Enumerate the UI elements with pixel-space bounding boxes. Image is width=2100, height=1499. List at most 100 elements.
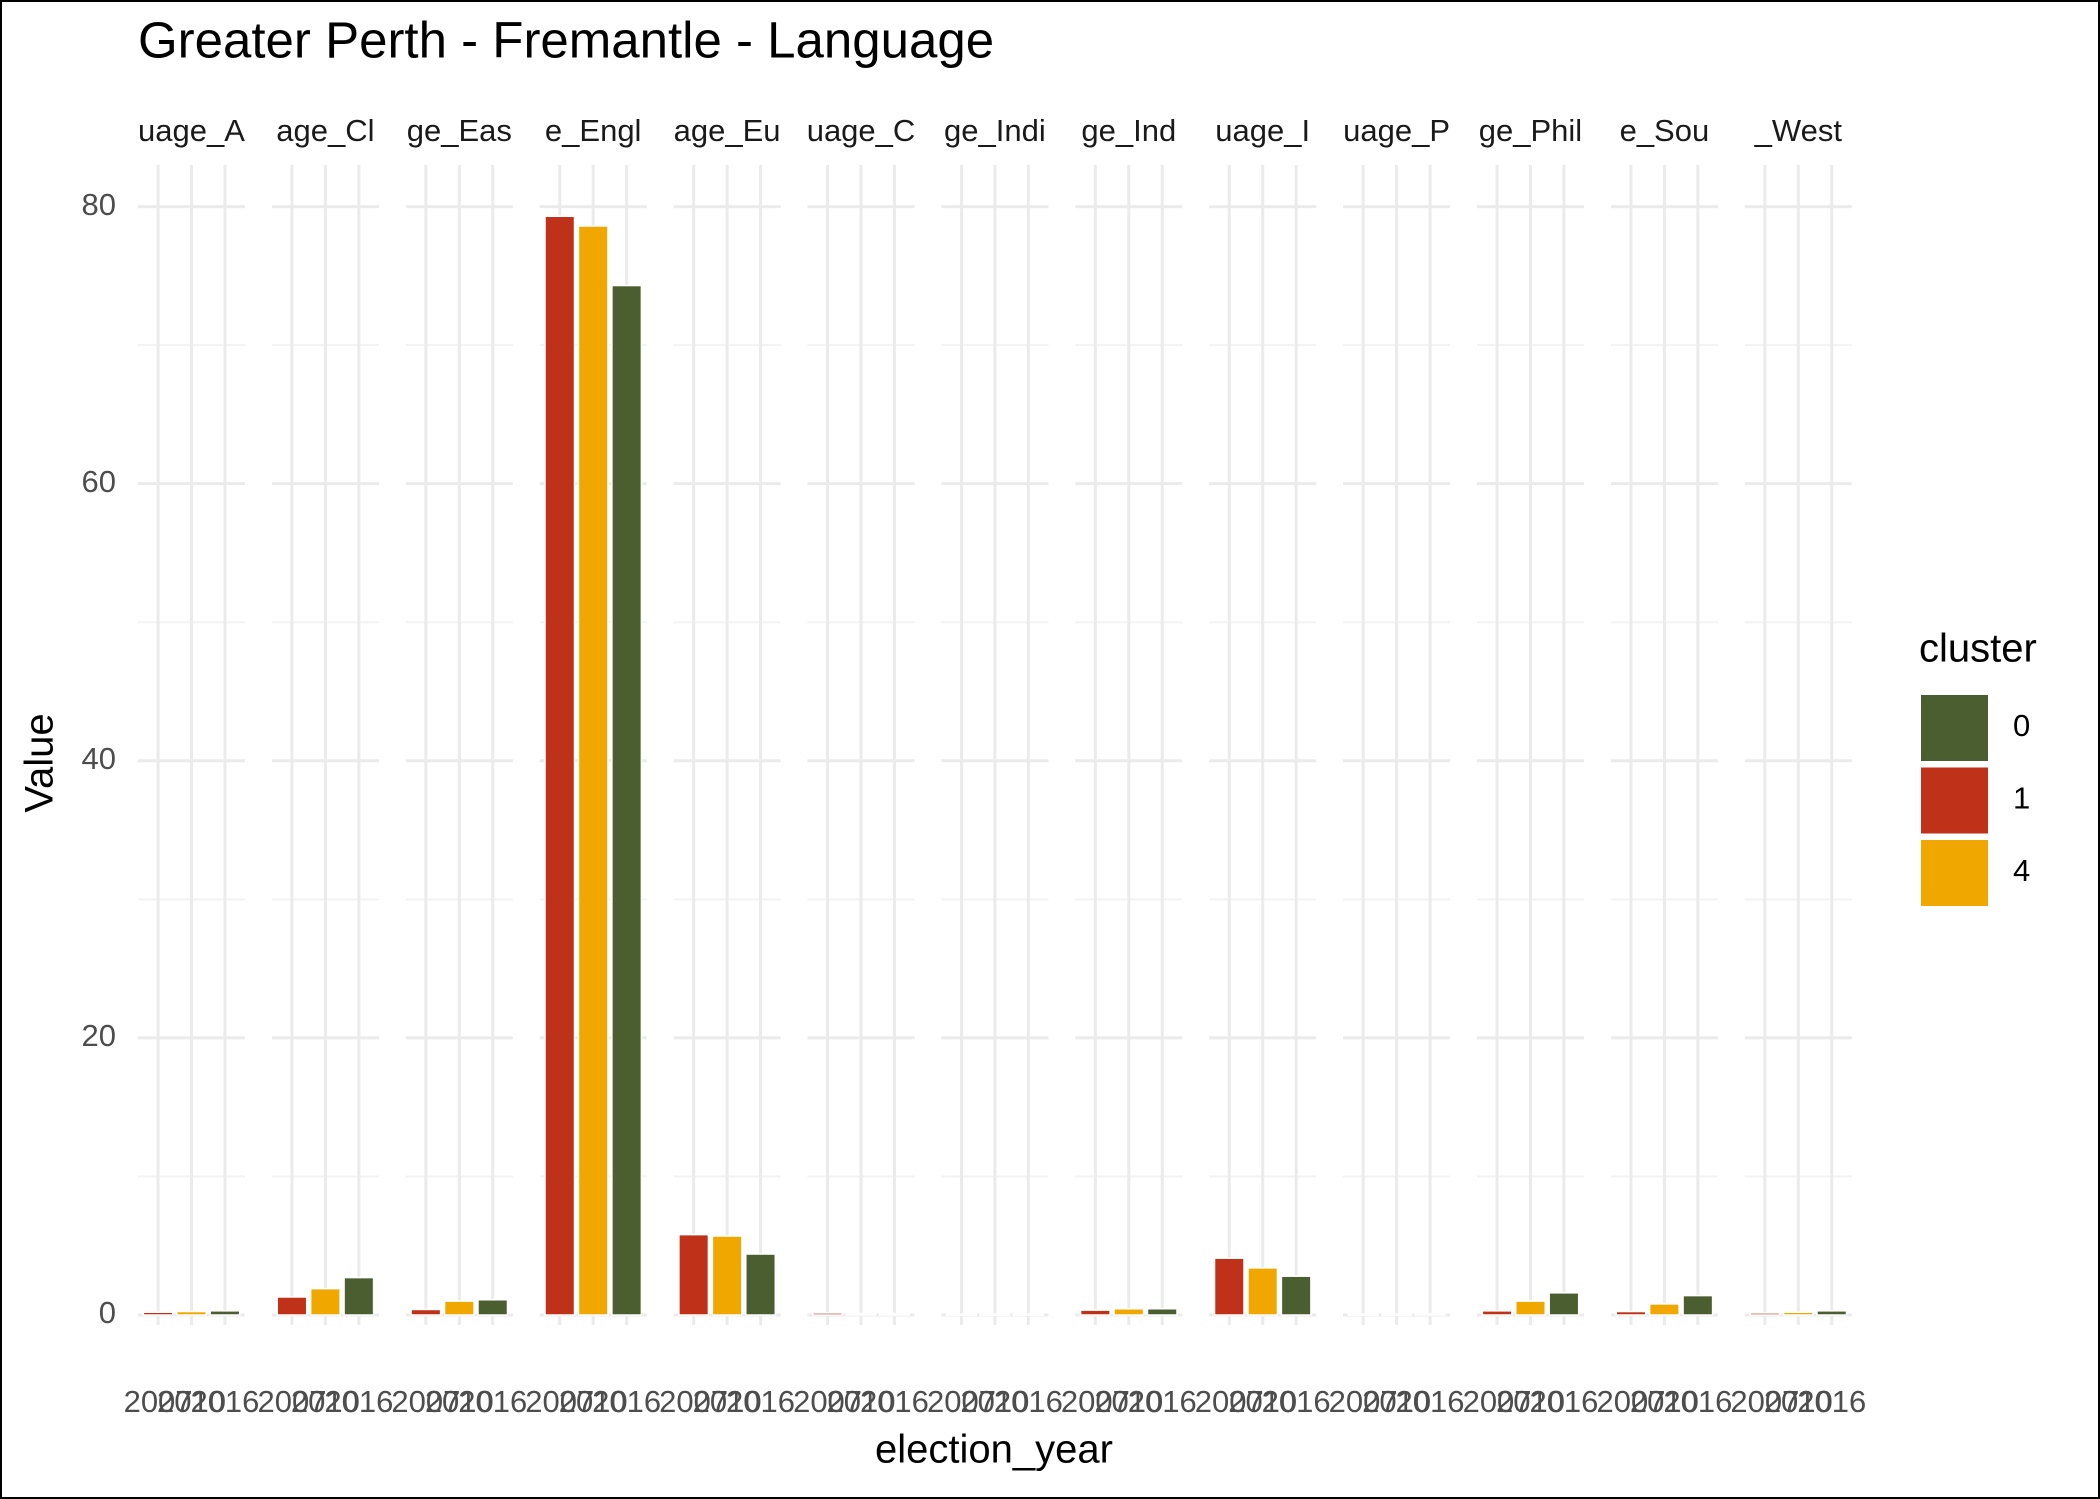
bar bbox=[1816, 1310, 1848, 1316]
bar bbox=[209, 1310, 241, 1316]
bar bbox=[577, 225, 609, 1316]
bar bbox=[343, 1276, 375, 1316]
x-tick-label: 2010 bbox=[827, 1384, 896, 1419]
x-tick-label: 2007 bbox=[927, 1384, 996, 1419]
bar bbox=[1247, 1267, 1279, 1316]
x-tick-label: 2016 bbox=[1396, 1384, 1465, 1419]
y-axis-title: Value bbox=[18, 713, 62, 812]
bar bbox=[1648, 1303, 1680, 1316]
x-axis-title: election_year bbox=[875, 1428, 1113, 1472]
y-tick-label: 0 bbox=[99, 1295, 116, 1330]
x-tick-label: 2010 bbox=[1094, 1384, 1163, 1419]
bar bbox=[1414, 1313, 1446, 1316]
x-tick-label: 2007 bbox=[525, 1384, 594, 1419]
legend-label: 1 bbox=[2013, 781, 2030, 816]
bar bbox=[1749, 1312, 1781, 1316]
bar bbox=[443, 1300, 475, 1316]
bar bbox=[544, 215, 576, 1316]
bar bbox=[142, 1311, 174, 1316]
bar bbox=[1615, 1310, 1647, 1316]
facet-label: ge_Ind bbox=[1081, 113, 1176, 148]
x-tick-label: 2016 bbox=[324, 1384, 393, 1419]
bar bbox=[1782, 1311, 1814, 1316]
facet-label: age_Cl bbox=[276, 113, 374, 148]
facet-label: age_Eu bbox=[674, 113, 781, 148]
bar bbox=[611, 284, 643, 1316]
bar bbox=[945, 1313, 977, 1317]
bar bbox=[410, 1308, 442, 1316]
facet-label: uage_A bbox=[138, 113, 245, 148]
x-tick-label: 2016 bbox=[726, 1384, 795, 1419]
x-tick-label: 2010 bbox=[960, 1384, 1029, 1419]
bar bbox=[812, 1312, 844, 1316]
x-tick-label: 2016 bbox=[1797, 1384, 1866, 1419]
x-tick-label: 2016 bbox=[458, 1384, 527, 1419]
x-tick-label: 2010 bbox=[425, 1384, 494, 1419]
legend-key bbox=[1921, 767, 1988, 834]
x-tick-label: 2007 bbox=[1730, 1384, 1799, 1419]
x-tick-label: 2016 bbox=[592, 1384, 661, 1419]
x-tick-label: 2016 bbox=[1529, 1384, 1598, 1419]
x-tick-label: 2010 bbox=[157, 1384, 226, 1419]
x-tick-label: 2016 bbox=[1663, 1384, 1732, 1419]
facet-label: uage_I bbox=[1215, 113, 1310, 148]
x-tick-label: 2007 bbox=[1329, 1384, 1398, 1419]
bar bbox=[276, 1296, 308, 1316]
x-tick-label: 2007 bbox=[1061, 1384, 1130, 1419]
x-tick-label: 2010 bbox=[291, 1384, 360, 1419]
x-tick-label: 2007 bbox=[1195, 1384, 1264, 1419]
legend-title: cluster bbox=[1919, 627, 2037, 671]
facet-label: ge_Indi bbox=[944, 113, 1046, 148]
x-tick-label: 2010 bbox=[1228, 1384, 1297, 1419]
x-tick-label: 2016 bbox=[190, 1384, 259, 1419]
bar bbox=[878, 1312, 910, 1316]
bar bbox=[1113, 1308, 1145, 1316]
x-tick-label: 2010 bbox=[1630, 1384, 1699, 1419]
bar bbox=[745, 1253, 777, 1316]
y-tick-label: 60 bbox=[82, 464, 116, 499]
bar bbox=[1347, 1313, 1379, 1317]
bar bbox=[1381, 1313, 1413, 1317]
y-tick-label: 40 bbox=[82, 741, 116, 776]
legend-key bbox=[1921, 695, 1988, 761]
x-tick-label: 2007 bbox=[659, 1384, 728, 1419]
facet-label: ge_Eas bbox=[407, 113, 512, 148]
bar bbox=[678, 1233, 710, 1316]
bar bbox=[845, 1312, 877, 1316]
x-tick-label: 2007 bbox=[257, 1384, 326, 1419]
x-tick-label: 2007 bbox=[1463, 1384, 1532, 1419]
legend-label: 4 bbox=[2013, 853, 2030, 888]
bar bbox=[1515, 1300, 1546, 1316]
bar bbox=[309, 1287, 341, 1316]
bar bbox=[477, 1299, 509, 1316]
facet-label: uage_P bbox=[1343, 113, 1450, 148]
bar bbox=[1548, 1292, 1580, 1316]
facet-label: uage_C bbox=[807, 113, 916, 148]
x-tick-label: 2007 bbox=[391, 1384, 460, 1419]
facet-label: ge_Phil bbox=[1479, 113, 1582, 148]
x-tick-label: 2010 bbox=[559, 1384, 628, 1419]
legend-key bbox=[1921, 840, 1988, 906]
bar bbox=[1012, 1313, 1044, 1317]
x-tick-label: 2007 bbox=[1596, 1384, 1665, 1419]
legend-label: 0 bbox=[2013, 708, 2030, 743]
bar bbox=[711, 1235, 743, 1316]
bar bbox=[979, 1313, 1011, 1317]
x-tick-label: 2010 bbox=[1362, 1384, 1431, 1419]
facet-label: _West bbox=[1754, 113, 1843, 148]
bar bbox=[1481, 1310, 1513, 1316]
bar bbox=[1079, 1309, 1111, 1316]
x-tick-label: 2010 bbox=[1764, 1384, 1833, 1419]
x-tick-label: 2016 bbox=[1128, 1384, 1197, 1419]
chart-title: Greater Perth - Fremantle - Language bbox=[138, 11, 994, 68]
y-tick-label: 20 bbox=[82, 1018, 116, 1053]
x-tick-label: 2016 bbox=[1262, 1384, 1331, 1419]
facet-label: e_Engl bbox=[545, 113, 642, 148]
x-tick-label: 2016 bbox=[994, 1384, 1063, 1419]
y-tick-label: 80 bbox=[82, 187, 116, 222]
bar bbox=[176, 1310, 207, 1316]
x-tick-label: 2010 bbox=[1496, 1384, 1565, 1419]
bar bbox=[1213, 1257, 1245, 1316]
